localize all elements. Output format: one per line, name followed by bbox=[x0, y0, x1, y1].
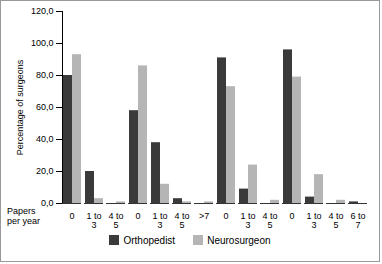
svg-text:4 to5: 4 to5 bbox=[108, 211, 123, 230]
svg-text:Percentage of surgeons: Percentage of surgeons bbox=[15, 59, 25, 155]
svg-text:100,0: 100,0 bbox=[31, 38, 54, 48]
svg-text:1 to3: 1 to3 bbox=[240, 211, 255, 230]
svg-text:20,0: 20,0 bbox=[36, 166, 54, 176]
svg-text:1 to3: 1 to3 bbox=[306, 211, 321, 230]
html-text:Orthopedist: Orthopedist bbox=[123, 235, 176, 246]
svg-text:6 to7: 6 to7 bbox=[350, 211, 365, 230]
svg-text:>7: >7 bbox=[199, 211, 209, 221]
svg-text:0: 0 bbox=[223, 211, 228, 221]
svg-text:80,0: 80,0 bbox=[36, 70, 54, 80]
svg-text:4 to5: 4 to5 bbox=[174, 211, 189, 230]
svg-text:4 to5: 4 to5 bbox=[328, 211, 343, 230]
svg-text:0: 0 bbox=[135, 211, 140, 221]
svg-text:60,0: 60,0 bbox=[36, 102, 54, 112]
html-text:Papers per year: Papers per year bbox=[7, 206, 40, 226]
svg-text:1 to3: 1 to3 bbox=[152, 211, 167, 230]
svg-text:40,0: 40,0 bbox=[36, 134, 54, 144]
svg-text:4 to5: 4 to5 bbox=[262, 211, 277, 230]
svg-text:0: 0 bbox=[69, 211, 74, 221]
svg-text:0: 0 bbox=[289, 211, 294, 221]
svg-text:120,0: 120,0 bbox=[31, 6, 54, 16]
html-text:Neurosurgeon: Neurosurgeon bbox=[207, 235, 271, 246]
svg-text:0,0: 0,0 bbox=[41, 198, 54, 208]
svg-text:1 to3: 1 to3 bbox=[86, 211, 101, 230]
